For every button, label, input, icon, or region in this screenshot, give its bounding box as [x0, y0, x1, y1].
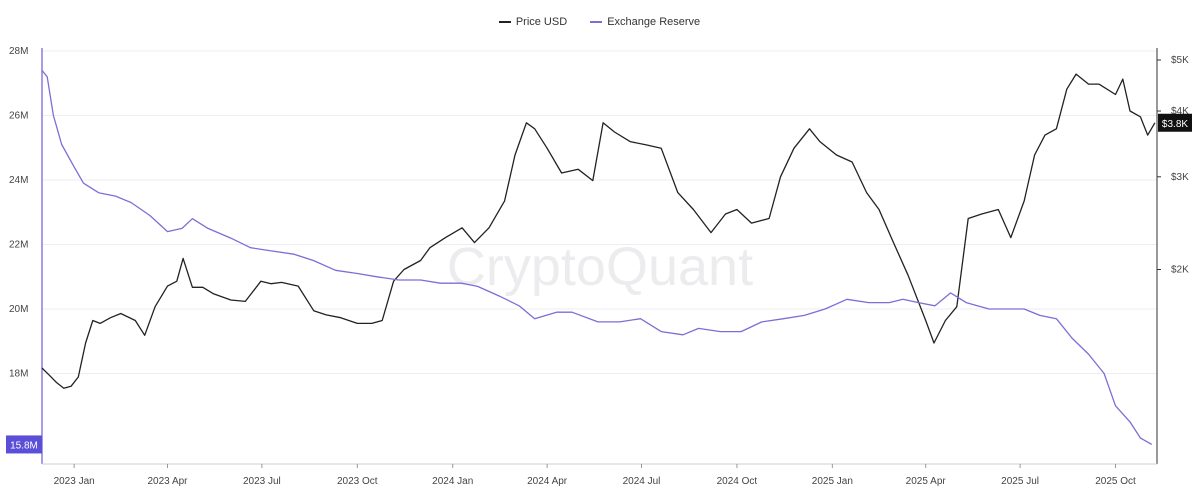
- x-tick-label: 2023 Oct: [337, 476, 378, 487]
- x-tick-label: 2025 Oct: [1095, 476, 1136, 487]
- legend-item-price[interactable]: Price USD: [498, 16, 568, 28]
- x-tick-label: 2023 Apr: [147, 476, 188, 487]
- legend-swatch-reserve: [590, 21, 603, 23]
- chart-legend: Price USD Exchange Reserve: [0, 14, 1199, 28]
- x-tick-label: 2023 Jan: [54, 476, 95, 487]
- y-left-tick-label: 18M: [9, 369, 28, 380]
- x-tick-label: 2024 Oct: [717, 476, 758, 487]
- price-badge-bg: [1158, 113, 1192, 132]
- value-badges: 15.8M $3.8K: [6, 113, 1192, 454]
- legend-swatch-price: [498, 21, 511, 23]
- legend-item-reserve[interactable]: Exchange Reserve: [590, 16, 700, 28]
- x-tick-label: 2025 Jan: [812, 476, 853, 487]
- reserve-badge-label: 15.8M: [10, 440, 38, 451]
- x-tick-label: 2023 Jul: [243, 476, 281, 487]
- reserve-badge-bg: [6, 435, 42, 454]
- axis-labels: 28M 26M 24M 22M 20M 18M $5K $4K $3K $2K 2023 Jan 20…: [9, 46, 1189, 487]
- y-left-tick-label: 24M: [9, 175, 28, 186]
- y-right-tick-label: $5K: [1171, 55, 1189, 66]
- watermark: CryptoQuant: [447, 237, 753, 297]
- y-right-tick-label: $3K: [1171, 172, 1189, 183]
- legend-label-reserve: Exchange Reserve: [607, 16, 701, 28]
- price-badge-label: $3.8K: [1162, 119, 1188, 130]
- y-left-tick-label: 22M: [9, 240, 28, 251]
- y-left-tick-label: 28M: [9, 46, 28, 57]
- y-left-tick-label: 20M: [9, 304, 28, 315]
- x-tick-label: 2024 Apr: [527, 476, 568, 487]
- x-tick-label: 2024 Jan: [432, 476, 473, 487]
- axes: [41, 48, 1161, 468]
- legend-label-price: Price USD: [515, 16, 568, 28]
- gridlines: [42, 50, 1157, 374]
- y-right-tick-label: $4K: [1171, 106, 1189, 117]
- x-tick-label: 2025 Jul: [1001, 476, 1039, 487]
- y-left-tick-label: 26M: [9, 111, 28, 122]
- series-exchange-reserve-line: [41, 69, 1153, 445]
- x-tick-label: 2024 Jul: [623, 476, 661, 487]
- y-right-tick-label: $2K: [1171, 265, 1189, 276]
- x-tick-label: 2025 Apr: [906, 476, 947, 487]
- series-group: [41, 69, 1156, 445]
- series-price-line: [41, 73, 1156, 389]
